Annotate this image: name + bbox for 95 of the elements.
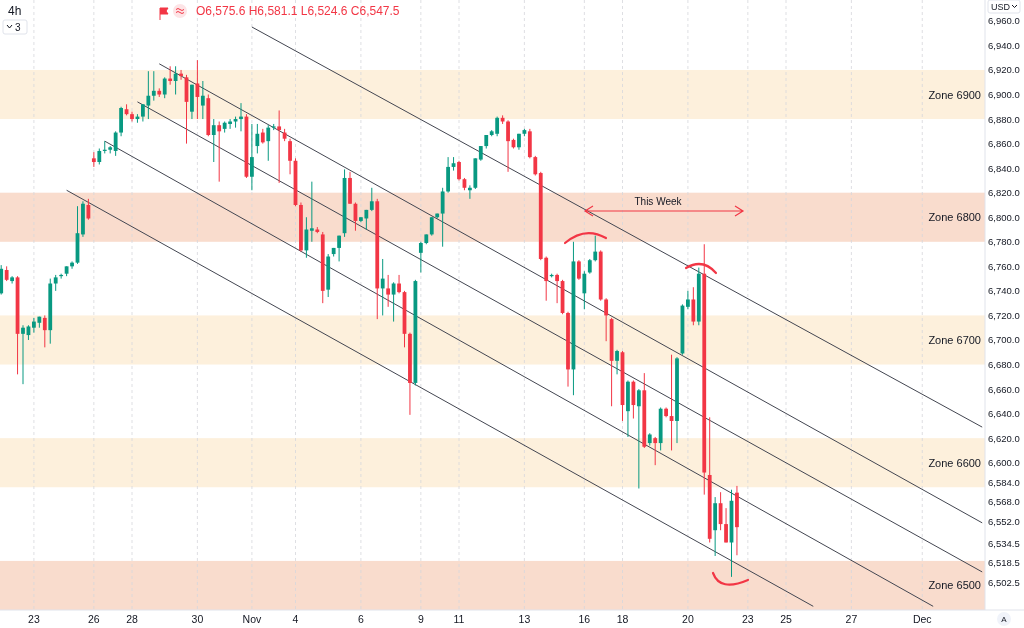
y-tick-label: 6,740.0 (988, 285, 1020, 297)
x-tick-label: 23 (742, 613, 754, 625)
annotation: O6,575.6 H6,581.1 L6,524.6 C6,547.5 (196, 4, 400, 18)
x-tick-label: 18 (616, 613, 629, 625)
candlestick (211, 118, 216, 163)
y-tick-label: 6,600.0 (988, 457, 1020, 469)
band-label: Zone 6800 (928, 211, 981, 224)
x-tick-label: 28 (126, 613, 138, 625)
y-tick-label: 6,760.0 (988, 260, 1020, 272)
candlestick (397, 274, 401, 294)
candlestick (577, 259, 581, 281)
y-tick-label: 6,534.5 (988, 537, 1020, 549)
candlestick (636, 388, 641, 489)
x-tick-label: 26 (88, 613, 100, 625)
y-tick-label: 6,700.0 (988, 334, 1020, 346)
x-tick-label: 27 (845, 613, 858, 625)
candlestick (217, 121, 222, 183)
y-tick-label: 6,640.0 (988, 408, 1020, 420)
candlestick (162, 76, 167, 99)
x-tick-label: Dec (912, 613, 932, 625)
y-tick-label: 6,880.0 (988, 113, 1020, 125)
candlestick (42, 314, 47, 348)
candlestick (151, 70, 156, 102)
y-tick-label: 6,552.0 (988, 516, 1020, 528)
y-tick-label: 6,840.0 (988, 162, 1020, 174)
band-label: Zone 6600 (928, 456, 981, 469)
y-tick-label: 6,900.0 (988, 89, 1020, 101)
candlestick (418, 241, 423, 273)
chart-title: 4h (8, 4, 22, 18)
y-tick-label: 6,780.0 (988, 236, 1020, 248)
candlestick (10, 275, 14, 285)
y-tick-label: 6,860.0 (988, 138, 1020, 150)
text: USD (991, 2, 1011, 12)
x-tick-label: 13 (518, 613, 531, 625)
x-tick-label: 4 (292, 613, 299, 625)
candlestick (309, 181, 314, 243)
x-tick-label: 9 (417, 613, 424, 625)
candlestick (21, 324, 25, 385)
candlestick (718, 491, 723, 531)
band-label: Zone 6700 (928, 333, 981, 346)
annotation: This Week (634, 196, 683, 207)
y-tick-label: 6,820.0 (988, 187, 1020, 199)
candlestick (555, 273, 559, 304)
candlestick (200, 80, 205, 120)
x-tick-label: 20 (682, 613, 694, 625)
x-tick-label: 23 (28, 613, 40, 625)
candlestick (533, 155, 538, 177)
y-tick-label: 6,720.0 (988, 309, 1020, 321)
candlestick (391, 281, 396, 323)
candlestick (173, 65, 178, 96)
candlestick (130, 111, 134, 123)
candlestick (582, 270, 587, 310)
y-tick-label: 6,568.0 (988, 496, 1020, 508)
candlestick (288, 138, 292, 175)
candlestick (653, 436, 658, 466)
candlestick (686, 290, 690, 310)
y-tick-label: 6,960.0 (988, 15, 1020, 27)
candlestick (615, 349, 619, 375)
x-tick-label: 6 (357, 613, 364, 625)
x-tick-label: Nov (242, 613, 262, 625)
candlestick (337, 235, 341, 262)
candlestick (266, 124, 271, 162)
y-tick-label: 6,502.5 (988, 576, 1020, 588)
candlestick (429, 216, 434, 237)
candlestick (506, 119, 510, 173)
y-tick-label: 6,800.0 (988, 211, 1020, 223)
x-tick-label: 16 (578, 613, 591, 625)
candlestick (691, 286, 696, 326)
candlestick (457, 160, 461, 181)
x-tick-label: 30 (191, 613, 204, 625)
y-tick-label: 6,584.0 (988, 476, 1020, 488)
y-tick-label: 6,920.0 (988, 64, 1020, 76)
candlestick (369, 187, 374, 212)
band-label: Zone 6900 (928, 88, 981, 101)
candlestick (277, 109, 282, 184)
annotation: 3 (15, 22, 21, 33)
candlestick (593, 235, 598, 262)
candlestick (724, 507, 728, 543)
candlestick (386, 274, 391, 308)
y-tick-label: 6,940.0 (988, 39, 1020, 51)
band-label: Zone 6500 (928, 579, 981, 592)
candlestick (250, 123, 254, 191)
candlestick (380, 258, 385, 316)
y-tick-label: 6,660.0 (988, 383, 1020, 395)
candlestick (604, 297, 609, 342)
x-tick-label: 11 (453, 613, 465, 625)
y-tick-label: 6,620.0 (988, 432, 1020, 444)
candlestick (113, 130, 118, 157)
y-tick-label: 6,518.5 (988, 557, 1020, 569)
candlestick (440, 187, 445, 248)
y-tick-label: 6,680.0 (988, 359, 1020, 371)
x-tick-label: 25 (780, 613, 792, 625)
text: A (1001, 615, 1008, 624)
candlestick (91, 151, 96, 168)
candlestick (255, 123, 260, 154)
